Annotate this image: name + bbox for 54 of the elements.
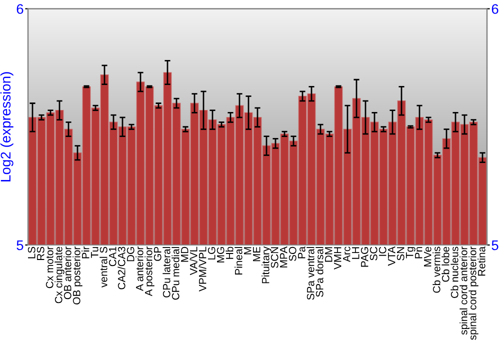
x-tick-label: Hb — [226, 246, 234, 259]
x-tick-label: Retina — [478, 246, 486, 276]
x-tick-label: SC — [370, 246, 378, 260]
x-tick-label: spinal cord anterior — [460, 246, 470, 335]
y-axis-title: Log2 (expression) — [0, 72, 14, 182]
x-tick-label: RS — [36, 246, 44, 260]
x-tick-label: A anterior — [136, 246, 144, 291]
x-tick-label: Cb vermis — [432, 246, 440, 293]
x-tick-label: OB anterior — [64, 246, 72, 300]
x-tick-label: A posterior — [144, 246, 154, 296]
x-tick-label: MPA — [280, 246, 288, 268]
x-tick-label: OB posterior — [72, 246, 82, 304]
x-tick-label: LH — [352, 247, 360, 259]
x-tick-label: M — [244, 247, 252, 254]
x-tick-label: VMH — [334, 247, 342, 270]
x-tick-label: Pituitary — [262, 246, 272, 284]
x-tick-label: spinal cord posterior — [468, 246, 478, 340]
x-tick-label: MD — [181, 246, 188, 262]
x-tick-label: VTA — [388, 246, 396, 266]
x-tick-label: Tu — [91, 247, 98, 258]
x-tick-label: IC — [378, 246, 386, 256]
x-tick-label: CPu lateral — [162, 247, 170, 298]
x-tick-label: CA2/CA3 — [118, 246, 126, 290]
x-tick-label: SO — [288, 246, 296, 261]
x-tick-label: VPM/VPL — [198, 246, 206, 292]
x-tick-label: SN — [396, 247, 404, 260]
x-tick-label: Arc — [343, 246, 350, 262]
x-tick-label: Cb nucleus — [450, 246, 458, 298]
x-tick-label: Pa — [298, 246, 306, 258]
x-tick-label: SPa ventral — [306, 247, 314, 300]
x-tick-label: Cb lobe — [442, 246, 450, 282]
x-tick-label: PAG — [360, 247, 368, 267]
x-tick-label: ventral S — [100, 246, 108, 288]
x-tick-label: MG — [216, 247, 224, 262]
x-tick-label: SPa dorsal — [316, 247, 324, 297]
y2-tick-label: 6 — [492, 4, 498, 14]
x-tick-label: DG — [126, 247, 134, 262]
x-tick-label: LG — [208, 247, 216, 260]
x-tick-label: CPu medial — [172, 247, 180, 300]
x-tick-label: Cx cingulate — [54, 246, 64, 304]
x-tick-label: VA/VL — [190, 246, 198, 276]
x-tick-label: DM — [325, 247, 332, 262]
y2-tick-label: 5 — [492, 240, 498, 250]
x-tick-label: GP — [154, 246, 162, 261]
x-tick-label: Cx motor — [46, 246, 54, 288]
x-tick-label: Pir — [82, 246, 90, 258]
x-tick-label: Pineal — [234, 247, 242, 274]
x-tick-label: MVe — [424, 246, 432, 266]
x-tick-label: Tg — [406, 247, 416, 258]
x-tick-label: LS — [28, 246, 36, 258]
x-tick-label: SCN — [270, 247, 278, 268]
x-tick-label: ME — [253, 246, 260, 262]
x-tick-label: CA1 — [108, 246, 116, 266]
x-tick-label: Pn — [415, 247, 422, 258]
